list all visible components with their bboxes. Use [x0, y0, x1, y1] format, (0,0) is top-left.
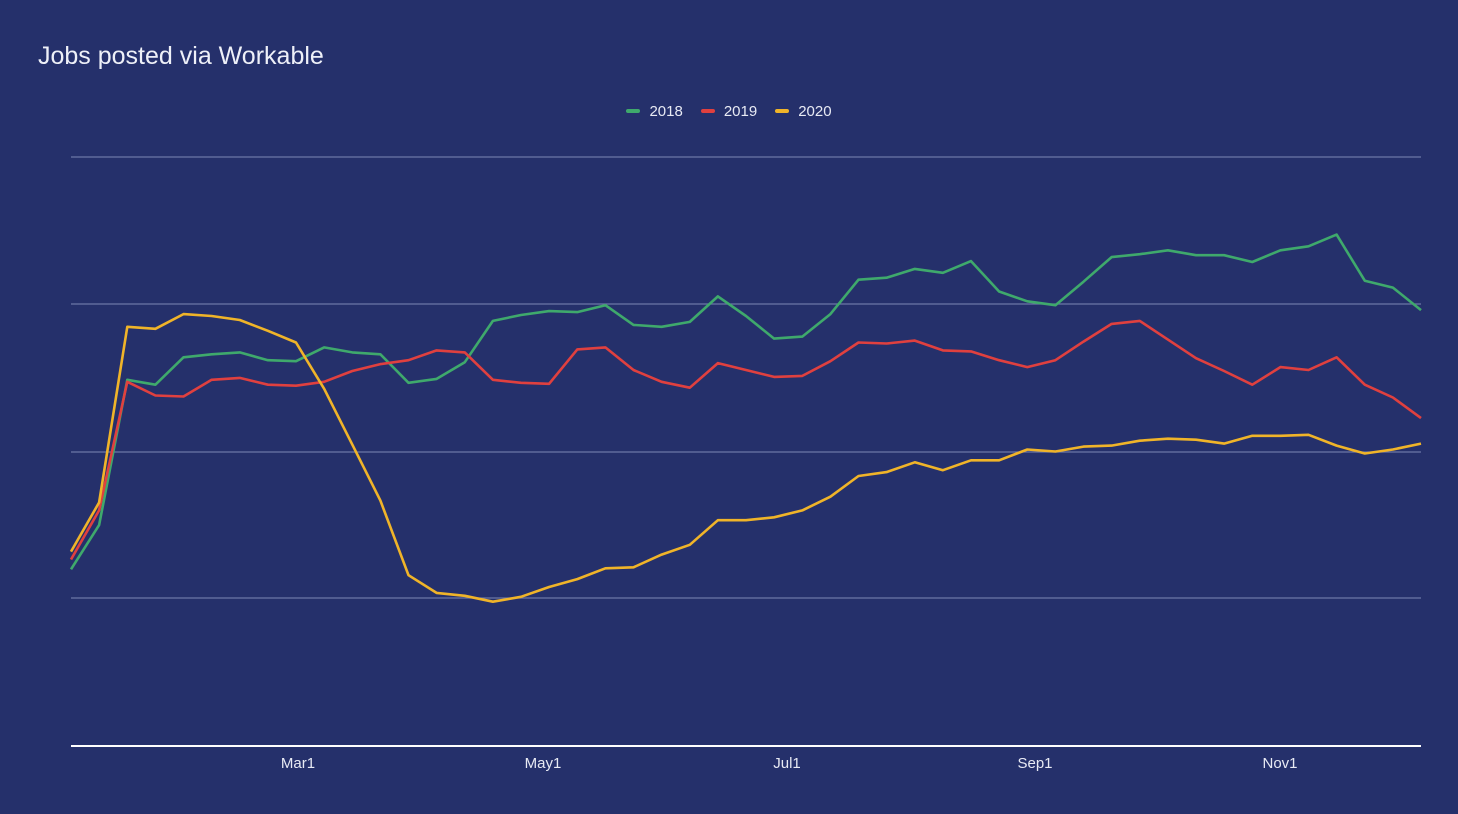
legend-item-2020[interactable]: 2020 — [775, 100, 832, 122]
legend-item-2018[interactable]: 2018 — [626, 100, 683, 122]
x-tick-label: Nov1 — [1262, 755, 1297, 772]
x-tick-labels: Mar1 May1 Jul1 Sep1 Nov1 — [281, 755, 1298, 772]
legend-swatch-icon — [775, 109, 790, 113]
legend-swatch-icon — [626, 109, 641, 113]
legend-label: 2020 — [798, 102, 832, 120]
x-tick-label: Sep1 — [1017, 755, 1052, 772]
legend-label: 2018 — [649, 102, 683, 120]
series-line-2018 — [69, 233, 1422, 570]
x-tick-label: Jul1 — [773, 755, 801, 772]
gridlines — [71, 156, 1421, 599]
series-line-2020 — [69, 312, 1422, 604]
chart-title: Jobs posted via Workable — [38, 42, 324, 70]
legend-label: 2019 — [723, 102, 758, 120]
x-tick-label: May1 — [525, 755, 562, 772]
legend-item-2019[interactable]: 2019 — [700, 100, 758, 122]
legend: 2018 2019 2020 — [0, 100, 1458, 122]
legend-swatch-icon — [700, 109, 715, 113]
x-tick-label: Mar1 — [281, 755, 315, 772]
series-line-2019 — [69, 319, 1422, 561]
series-lines — [69, 233, 1422, 604]
